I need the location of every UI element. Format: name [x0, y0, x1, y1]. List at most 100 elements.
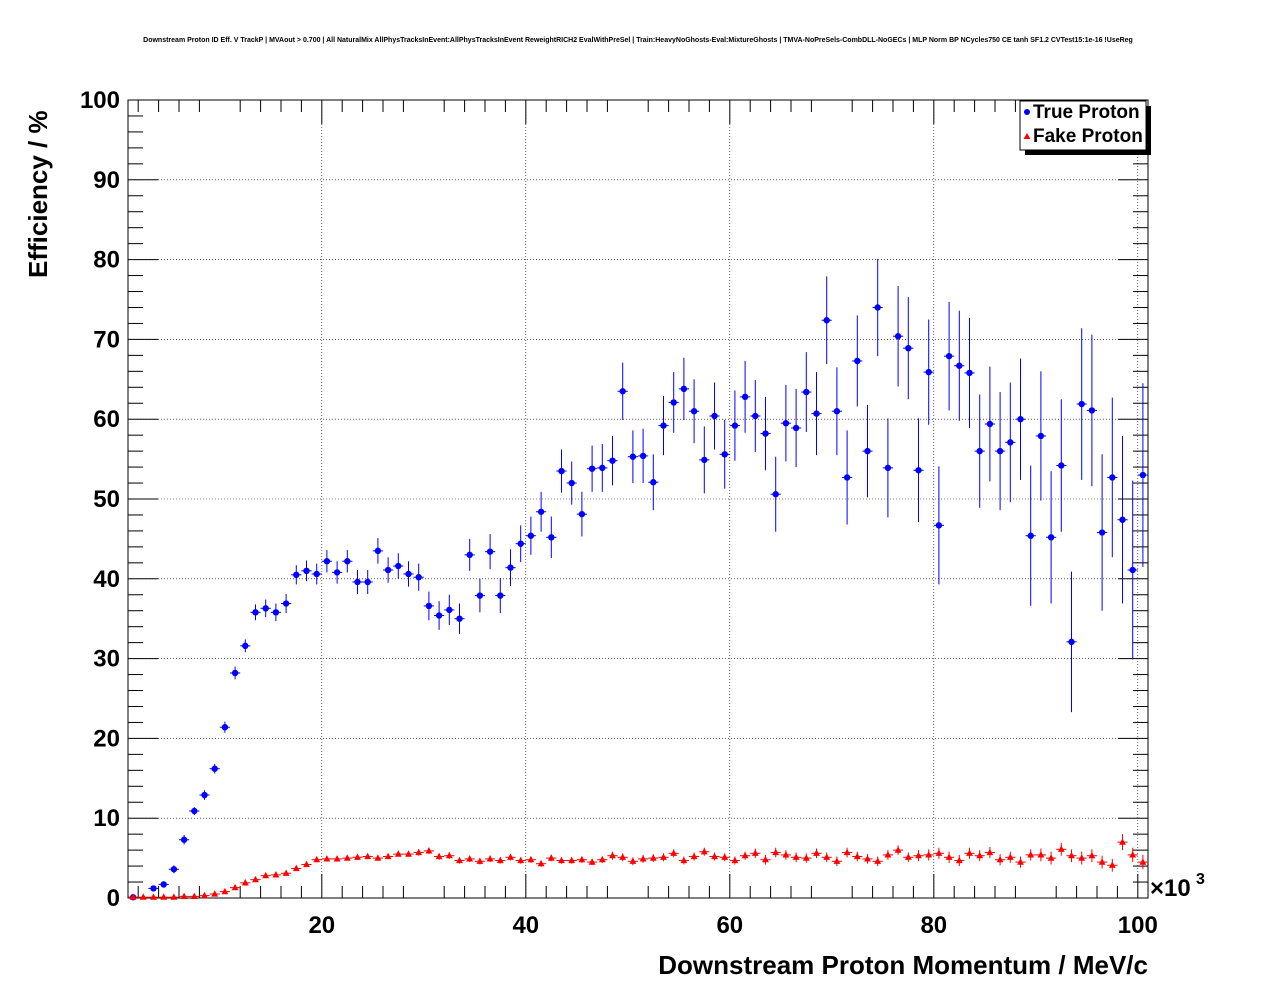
data-point — [1108, 861, 1116, 868]
legend-marker-fake-proton — [1023, 133, 1031, 139]
data-point — [568, 856, 576, 864]
data-point — [323, 558, 331, 565]
data-point — [221, 724, 229, 731]
data-point — [1057, 845, 1065, 852]
data-point — [966, 369, 973, 377]
data-point — [1129, 851, 1137, 858]
legend: True Proton Fake Proton — [1019, 100, 1151, 155]
x-tick-label: 100 — [1118, 912, 1158, 939]
y-tick-label: 80 — [93, 247, 120, 274]
data-point — [935, 522, 943, 529]
data-point — [1068, 638, 1075, 646]
data-point — [374, 854, 382, 861]
data-point — [854, 357, 861, 365]
data-point — [466, 551, 473, 559]
data-point — [976, 851, 984, 859]
data-point — [191, 807, 198, 815]
data-point — [558, 467, 565, 475]
data-point — [803, 388, 810, 396]
data-point — [252, 875, 259, 883]
data-point — [823, 317, 830, 324]
data-point — [527, 855, 535, 863]
data-point — [752, 412, 759, 420]
data-point — [568, 479, 575, 487]
data-point — [405, 570, 412, 578]
data-point — [507, 564, 514, 571]
data-point — [609, 457, 616, 464]
data-point — [170, 866, 178, 873]
data-point — [313, 855, 321, 863]
data-point — [1007, 439, 1014, 446]
data-point — [741, 851, 749, 859]
legend-label-fake-proton: Fake Proton — [1033, 126, 1143, 147]
y-tick-label: 30 — [93, 646, 120, 673]
data-point — [333, 569, 341, 576]
data-point — [262, 605, 269, 612]
x-multiplier-base: ×10 — [1150, 875, 1191, 902]
y-tick-label: 0 — [107, 885, 120, 912]
y-tick-label: 60 — [93, 406, 120, 433]
data-point — [731, 856, 739, 864]
data-point — [486, 855, 494, 862]
data-point — [864, 447, 871, 455]
data-point — [364, 852, 372, 860]
y-tick-label: 70 — [93, 326, 120, 353]
y-tick-label: 10 — [93, 805, 120, 832]
data-point — [588, 858, 596, 865]
axes: 0 10 20 30 40 50 60 70 80 90 100 20 40 60 80 100 — [80, 87, 1158, 939]
data-point — [1098, 858, 1106, 865]
data-point — [1017, 858, 1024, 865]
data-point — [1119, 516, 1126, 523]
data-point — [843, 848, 851, 856]
grid-lines — [128, 100, 1148, 898]
data-point — [425, 847, 433, 854]
data-point — [292, 864, 300, 872]
data-point — [609, 851, 616, 859]
data-point — [578, 510, 586, 518]
data-point — [1047, 854, 1055, 861]
data-point — [241, 879, 249, 886]
data-point — [1088, 407, 1096, 414]
data-point — [711, 412, 718, 420]
data-point — [537, 859, 545, 867]
data-point — [599, 464, 606, 472]
data-point — [823, 853, 831, 860]
data-point — [935, 849, 943, 856]
data-point — [1027, 851, 1035, 858]
data-point — [619, 388, 626, 395]
data-point — [1006, 853, 1014, 860]
data-point — [701, 456, 708, 464]
x-multiplier-exponent: 3 — [1196, 871, 1205, 888]
y-tick-label: 20 — [93, 725, 120, 752]
data-point — [1047, 534, 1055, 541]
data-point — [476, 592, 484, 599]
data-point — [272, 609, 280, 616]
data-point — [853, 852, 861, 860]
data-point — [772, 491, 779, 498]
x-tick-label: 40 — [512, 912, 539, 939]
data-point — [1119, 838, 1126, 845]
data-point — [476, 857, 484, 864]
data-point — [415, 574, 422, 581]
data-point — [384, 852, 392, 860]
data-point — [802, 854, 810, 861]
data-point — [180, 836, 188, 843]
data-point — [1037, 851, 1045, 858]
series-fake-proton — [128, 834, 1148, 900]
data-point — [466, 855, 474, 862]
y-tick-label: 50 — [93, 486, 120, 513]
data-point — [813, 410, 820, 417]
y-axis-label: Efficiency / % — [23, 110, 53, 278]
data-point — [129, 893, 137, 900]
data-point — [670, 849, 678, 856]
data-point — [619, 853, 627, 860]
data-point — [843, 474, 851, 481]
data-point — [293, 571, 300, 579]
data-point — [201, 891, 208, 899]
data-point — [527, 532, 535, 539]
data-point — [945, 853, 953, 860]
data-point — [282, 600, 290, 607]
data-point — [884, 851, 892, 858]
data-point — [231, 883, 239, 891]
data-point — [904, 853, 912, 860]
